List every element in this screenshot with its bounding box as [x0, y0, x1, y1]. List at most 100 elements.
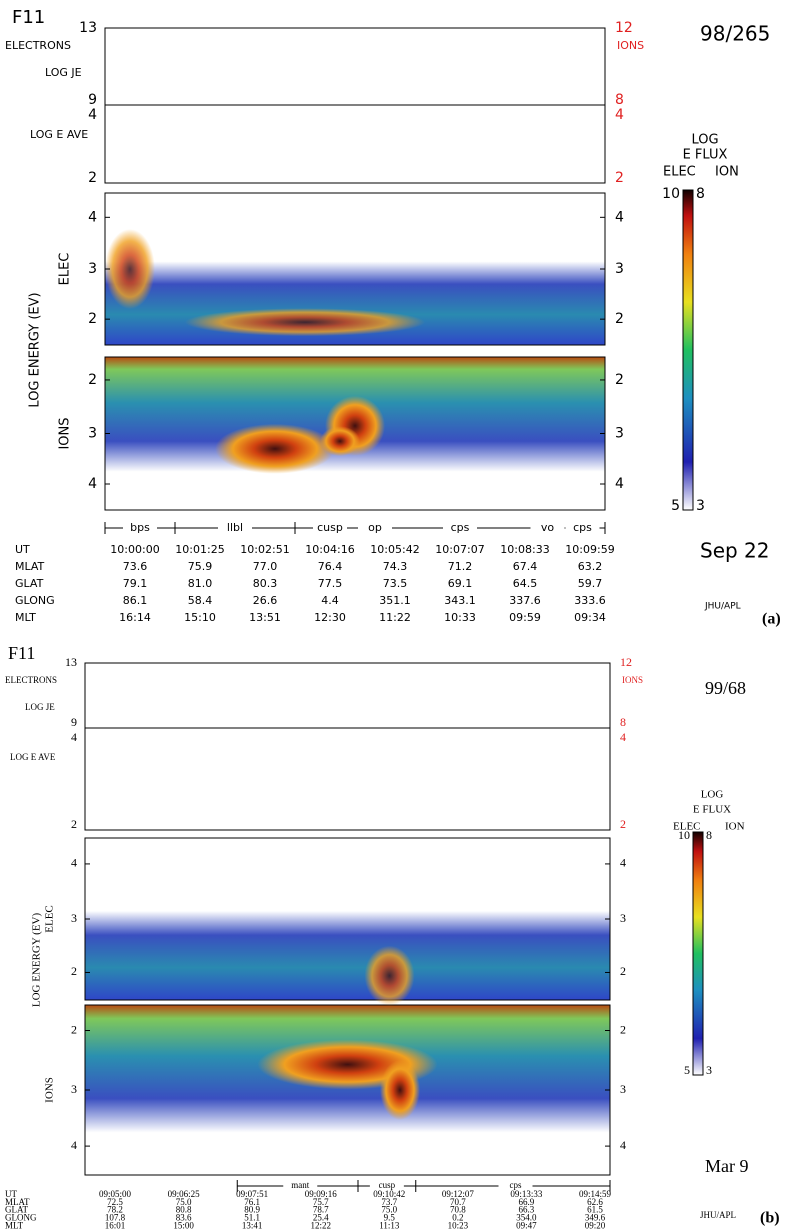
credit: JHU/APL	[704, 602, 741, 612]
table-cell: 09:10:42	[373, 1189, 405, 1199]
table-cell: 51.1	[244, 1212, 260, 1222]
row-label: GLONG	[5, 1212, 37, 1222]
row-label: UT	[15, 543, 30, 556]
table-cell: 10:33	[444, 611, 476, 624]
table-cell: 09:12:07	[442, 1189, 475, 1199]
table-cell: 349.6	[585, 1212, 606, 1222]
y-tick-label: 4	[88, 476, 97, 492]
satellite-label: F11	[12, 7, 45, 28]
region-label: cps	[451, 521, 470, 534]
y-tick-label: 4	[71, 1138, 77, 1152]
y-tick-label: 4	[71, 856, 77, 870]
y-tick-label: 4	[88, 107, 97, 123]
axis-label: LOG JE	[45, 66, 82, 79]
table-cell: 72.5	[107, 1197, 123, 1207]
row-label: MLAT	[15, 560, 45, 573]
flux-hotspot	[320, 426, 360, 457]
energy-plot	[104, 104, 606, 184]
y2-tick-label: 8	[615, 92, 624, 108]
table-cell: 10:02:51	[240, 543, 289, 556]
table-cell: 4.4	[321, 594, 339, 607]
row-label: GLAT	[15, 577, 44, 590]
y-tick-label: 2	[71, 1022, 77, 1036]
y-tick-label: 3	[88, 426, 97, 442]
y2-axis-label: IONS	[617, 39, 644, 52]
colorbar-tick-label: 3	[706, 1063, 712, 1077]
axis-label: ELEC	[44, 905, 56, 933]
region-label: vo	[541, 521, 555, 534]
table-cell: 15:10	[184, 611, 216, 624]
y-tick-label: 2	[71, 817, 77, 831]
table-cell: 79.1	[123, 577, 148, 590]
table-cell: 75.0	[381, 1205, 397, 1215]
table-cell: 73.6	[123, 560, 148, 573]
y2-tick-label: 4	[620, 730, 626, 744]
table-cell: 16:01	[105, 1220, 126, 1229]
y2-tick-label: 2	[620, 817, 626, 831]
table-cell: 16:14	[119, 611, 151, 624]
y-tick-label: 2	[88, 372, 97, 388]
table-cell: 76.4	[318, 560, 343, 573]
colorbar-tick-label: 5	[684, 1063, 690, 1077]
table-cell: 12:22	[310, 1220, 331, 1229]
region-label: op	[368, 521, 382, 534]
y-tick-label: 3	[615, 426, 624, 442]
colorbar-title: E FLUX	[693, 804, 731, 816]
row-label: GLONG	[15, 594, 55, 607]
table-cell: 10:09:59	[565, 543, 614, 556]
axis-label: IONS	[44, 1077, 56, 1103]
y-tick-label: 3	[615, 261, 624, 277]
y-tick-label: 4	[71, 730, 77, 744]
axis-label: ELECTRONS	[5, 675, 57, 685]
colorbar	[692, 831, 704, 1076]
table-cell: 10:23	[448, 1220, 469, 1229]
table-cell: 09:34	[574, 611, 606, 624]
table-cell: 10:07:07	[435, 543, 484, 556]
y-tick-label: 3	[71, 1082, 77, 1096]
date-code: 99/68	[705, 678, 746, 698]
table-cell: 83.6	[176, 1212, 192, 1222]
y-axis-label: LOG ENERGY (EV)	[28, 292, 43, 407]
y-tick-label: 2	[620, 1022, 626, 1036]
table-cell: 63.2	[578, 560, 603, 573]
table-cell: 74.3	[383, 560, 408, 573]
table-cell: 09:47	[516, 1220, 537, 1229]
y-tick-label: 2	[615, 311, 624, 327]
table-cell: 09:07:51	[236, 1189, 268, 1199]
flux-plot	[104, 27, 606, 106]
table-cell: 58.4	[188, 594, 213, 607]
table-cell: 80.3	[253, 577, 278, 590]
table-cell: 09:09:16	[305, 1189, 338, 1199]
y2-axis-label: IONS	[622, 675, 643, 685]
flux-hotspot	[380, 1060, 420, 1120]
region-label-bg	[313, 521, 347, 535]
table-cell: 77.5	[318, 577, 343, 590]
region-label: cps	[573, 521, 592, 534]
axis-label: LOG E AVE	[30, 128, 88, 141]
region-label-bg	[443, 521, 477, 535]
table-cell: 10:01:25	[175, 543, 224, 556]
axis-label: LOG E AVE	[10, 752, 56, 762]
y-tick-label: 2	[620, 964, 626, 978]
y-tick-label: 2	[88, 170, 97, 186]
table-cell: 78.2	[107, 1205, 123, 1215]
region-label: bps	[130, 521, 150, 534]
table-cell: 25.4	[313, 1212, 329, 1222]
table-cell: 70.8	[450, 1205, 466, 1215]
region-label-bg	[369, 1179, 404, 1193]
row-label: MLAT	[5, 1197, 30, 1207]
ion-spectrogram	[84, 1004, 611, 1176]
table-cell: 73.5	[383, 577, 408, 590]
table-cell: 10:00:00	[110, 543, 159, 556]
table-cell: 10:05:42	[370, 543, 419, 556]
y-tick-label: 4	[88, 209, 97, 225]
table-cell: 77.0	[253, 560, 278, 573]
table-cell: 107.8	[105, 1212, 126, 1222]
panel-label: (a)	[762, 611, 781, 628]
axis-label: ELEC	[58, 253, 73, 286]
colorbar-tick-label: 5	[671, 498, 680, 514]
colorbar-label: ELEC	[663, 165, 696, 180]
y2-tick-label: 2	[615, 170, 624, 186]
flux-hotspot	[364, 945, 415, 1006]
